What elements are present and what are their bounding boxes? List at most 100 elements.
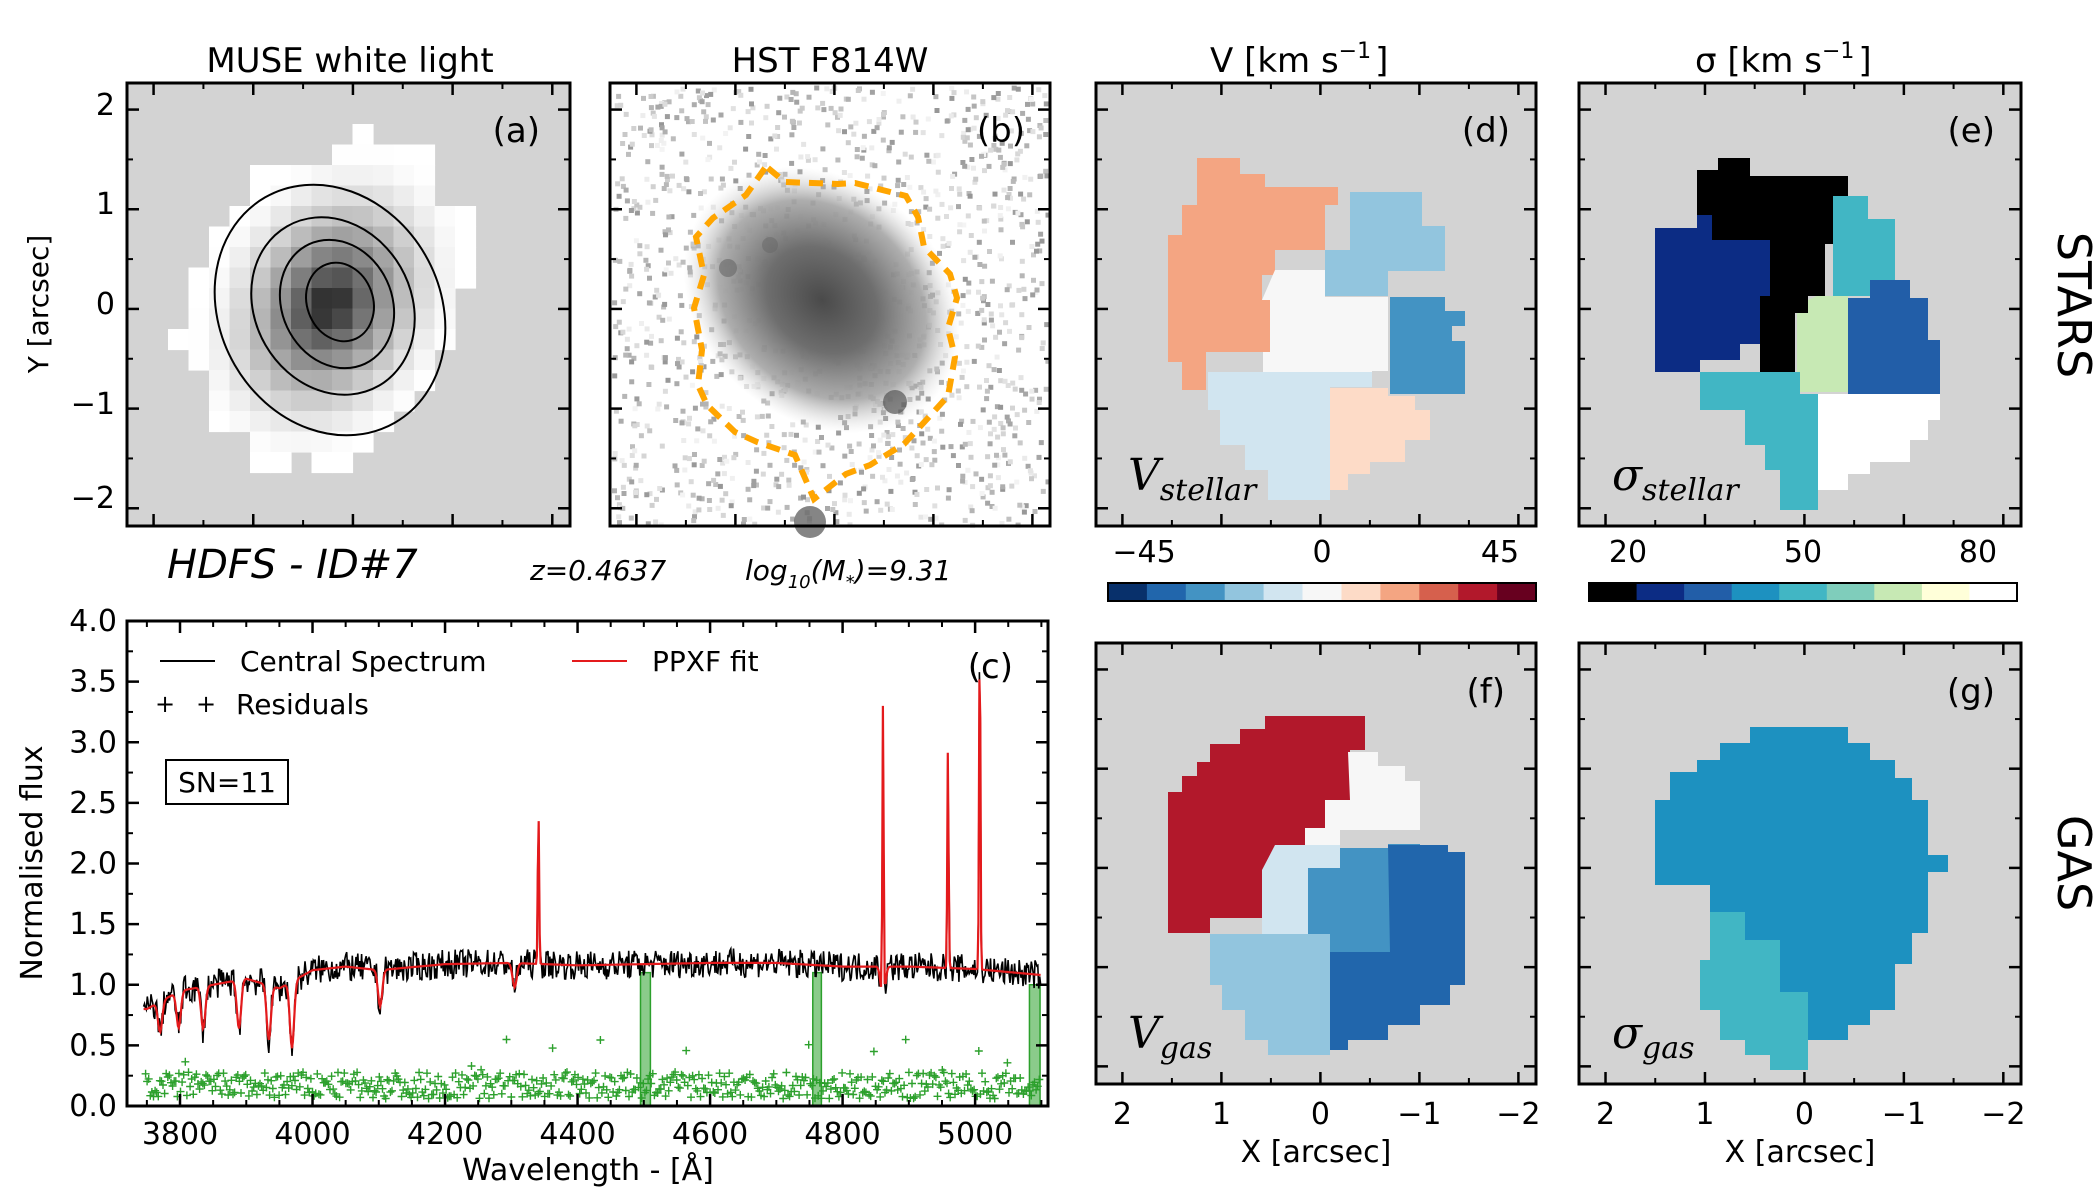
residual-point	[671, 1068, 680, 1077]
hst-noise-pixel	[650, 184, 656, 190]
muse-pixel	[352, 165, 374, 187]
hst-noise-pixel	[937, 415, 943, 421]
muse-pixel	[434, 247, 456, 269]
hst-noise-pixel	[979, 153, 984, 159]
hst-noise-pixel	[731, 455, 737, 461]
hst-noise-pixel	[790, 422, 796, 428]
hst-noise-pixel	[997, 154, 1003, 160]
muse-pixel	[393, 144, 415, 166]
residual-point	[602, 1085, 611, 1094]
hst-noise-pixel	[992, 462, 998, 468]
residual-point	[731, 1086, 740, 1095]
hst-noise-pixel	[997, 213, 1003, 219]
hst-noise-pixel	[644, 339, 650, 345]
hst-noise-pixel	[637, 291, 643, 297]
hst-noise-pixel	[842, 497, 848, 503]
x-axis-label-f: X [arcsec]	[1241, 1135, 1392, 1170]
hst-noise-pixel	[645, 159, 651, 165]
hst-noise-pixel	[676, 262, 682, 268]
hst-knot-1	[883, 390, 907, 414]
residual-point	[594, 1083, 603, 1092]
hst-noise-pixel	[659, 132, 665, 138]
hst-noise-pixel	[699, 463, 705, 468]
hst-noise-pixel	[1025, 101, 1030, 107]
hst-noise-pixel	[680, 86, 686, 92]
residual-point	[585, 1093, 594, 1102]
residual-point	[618, 1074, 627, 1083]
hst-noise-pixel	[678, 329, 684, 335]
hst-noise-pixel	[655, 104, 661, 110]
dispersion-cbar-tick-50: 50	[1784, 535, 1822, 570]
hst-noise-pixel	[916, 209, 922, 215]
hst-noise-pixel	[788, 431, 794, 437]
hst-noise-pixel	[956, 204, 961, 210]
gas-v-region-light	[1262, 845, 1340, 935]
hst-noise-pixel	[664, 173, 670, 179]
hst-noise-pixel	[690, 492, 696, 498]
hst-noise-pixel	[711, 87, 717, 93]
hst-noise-pixel	[644, 423, 650, 429]
hst-noise-pixel	[1022, 455, 1028, 461]
hst-noise-pixel	[885, 434, 891, 440]
hst-noise-pixel	[741, 433, 747, 439]
hst-noise-pixel	[961, 130, 967, 136]
residual-point	[267, 1076, 276, 1085]
hst-noise-pixel	[706, 481, 712, 487]
spectrum-y-tick-label: 0.0	[69, 1089, 117, 1124]
hst-noise-pixel	[699, 99, 705, 105]
hst-noise-pixel	[992, 414, 998, 420]
residual-point	[639, 1079, 648, 1088]
gas-v-region-redshifted	[1168, 716, 1365, 933]
hst-noise-pixel	[745, 486, 751, 492]
hst-noise-pixel	[674, 89, 680, 95]
legend-central-spectrum: Central Spectrum	[240, 645, 487, 678]
hst-noise-pixel	[682, 467, 688, 473]
hst-noise-pixel	[687, 415, 692, 421]
muse-pixel	[291, 247, 313, 269]
residual-point	[524, 1086, 533, 1095]
muse-pixel	[352, 411, 374, 433]
velocity-colorbar-swatch	[1380, 583, 1420, 601]
gas-v-region-southeast	[1330, 952, 1465, 1050]
residual-point	[174, 1069, 183, 1078]
hst-noise-pixel	[846, 511, 852, 517]
hst-noise-pixel	[701, 343, 707, 349]
hst-noise-pixel	[612, 257, 618, 263]
hst-noise-pixel	[633, 462, 639, 468]
hst-noise-pixel	[964, 384, 970, 390]
residual-point	[275, 1091, 284, 1100]
residual-point	[898, 1092, 907, 1101]
dispersion-cbar-tick-20: 20	[1609, 535, 1647, 570]
residual-point	[803, 1090, 812, 1099]
residual-point	[486, 1079, 495, 1088]
residual-point	[567, 1077, 576, 1086]
hst-noise-pixel	[907, 93, 913, 99]
hst-noise-pixel	[1001, 447, 1006, 453]
hst-noise-pixel	[957, 229, 963, 235]
hst-noise-pixel	[937, 250, 942, 256]
hst-noise-pixel	[723, 491, 729, 497]
hst-noise-pixel	[632, 423, 638, 429]
hst-noise-pixel	[914, 492, 920, 497]
hst-noise-pixel	[701, 109, 707, 115]
residual-point	[154, 1092, 163, 1101]
hst-noise-pixel	[711, 416, 717, 422]
hst-noise-pixel	[618, 102, 624, 108]
residual-point	[718, 1092, 727, 1101]
muse-pixel	[311, 185, 333, 207]
residual-point	[478, 1070, 487, 1079]
panel-e-title: σ [km s−1]	[1695, 39, 1872, 81]
hst-noise-pixel	[979, 279, 985, 285]
muse-pixel	[250, 370, 272, 392]
hst-noise-pixel	[919, 431, 925, 437]
residual-point	[869, 1047, 878, 1056]
muse-pixel	[270, 288, 292, 310]
residual-point	[302, 1073, 311, 1082]
hst-noise-pixel	[967, 441, 973, 447]
muse-pixel	[291, 390, 313, 412]
hst-noise-pixel	[815, 439, 821, 444]
hst-noise-pixel	[738, 92, 744, 98]
hst-noise-pixel	[861, 500, 867, 506]
hst-noise-pixel	[975, 311, 981, 316]
